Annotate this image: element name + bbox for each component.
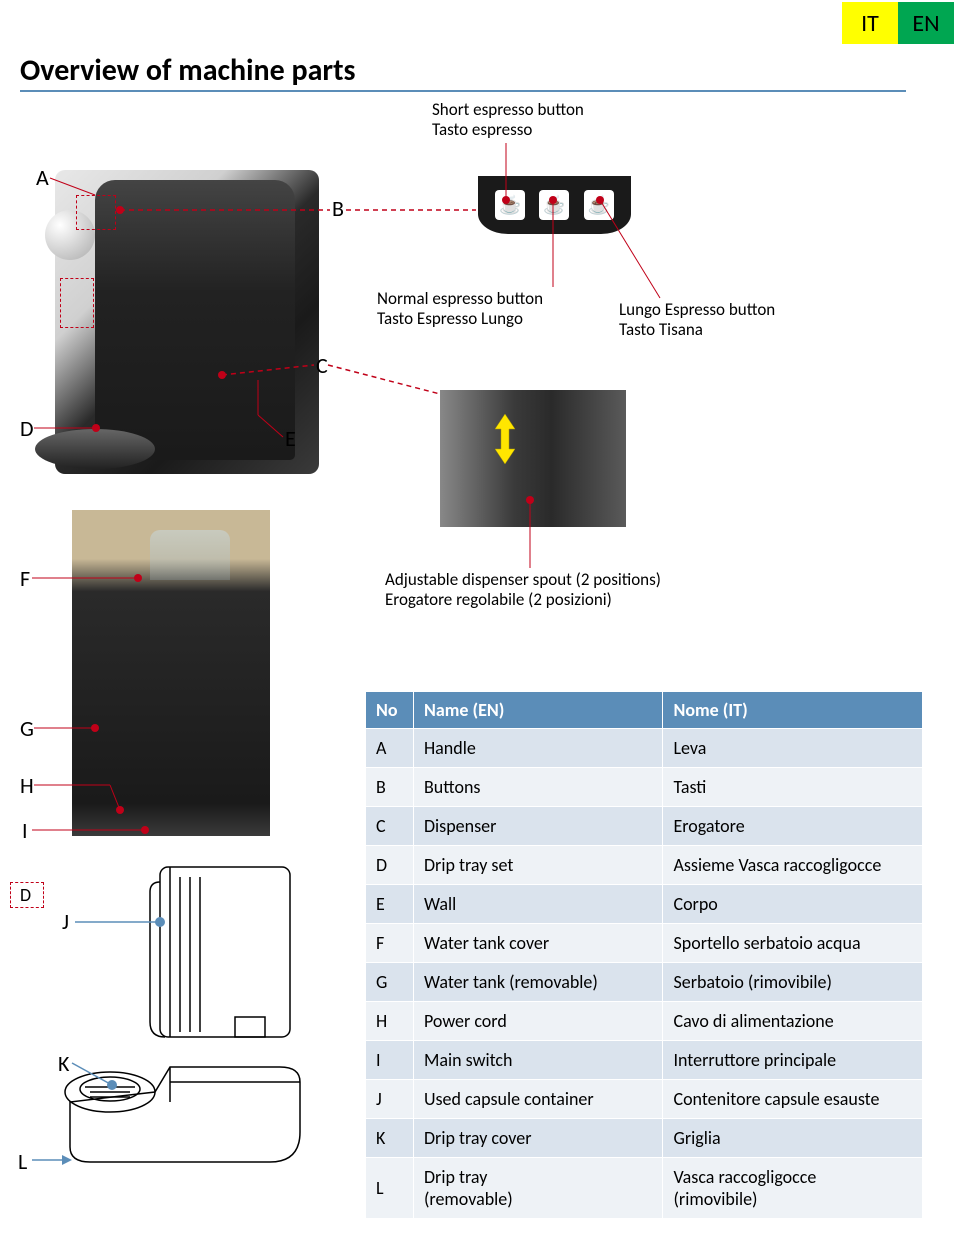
table-cell: Drip tray (removable) <box>413 1158 663 1219</box>
table-cell: Interruttore principale <box>663 1041 923 1080</box>
table-cell: G <box>366 963 414 1002</box>
label-h: H <box>20 772 34 799</box>
table-cell: B <box>366 768 414 807</box>
label-g: G <box>20 715 34 742</box>
table-cell: Griglia <box>663 1119 923 1158</box>
callout-box-a <box>76 195 116 230</box>
table-cell: Tasti <box>663 768 923 807</box>
lang-tab-it[interactable]: IT <box>842 2 898 44</box>
table-cell: H <box>366 1002 414 1041</box>
table-row: EWallCorpo <box>366 885 923 924</box>
table-header-en: Name (EN) <box>413 692 663 729</box>
annotation-normal-espresso: Normal espresso button Tasto Espresso Lu… <box>377 289 543 330</box>
table-cell: Corpo <box>663 885 923 924</box>
label-d2: D <box>20 884 31 906</box>
table-cell: Used capsule container <box>413 1080 663 1119</box>
table-cell: Water tank cover <box>413 924 663 963</box>
label-i: I <box>22 817 28 844</box>
table-row: BButtonsTasti <box>366 768 923 807</box>
espresso-short-icon: ☕ <box>495 190 525 220</box>
buttons-panel-image: ☕ ☕ ☕ <box>478 176 631 234</box>
table-cell: J <box>366 1080 414 1119</box>
table-row: DDrip tray setAssieme Vasca raccogligocc… <box>366 846 923 885</box>
table-row: HPower cordCavo di alimentazione <box>366 1002 923 1041</box>
espresso-lungo-icon: ☕ <box>584 190 614 220</box>
annotation-dispenser: Adjustable dispenser spout (2 positions)… <box>385 570 661 611</box>
table-cell: Vasca raccogligocce (rimovibile) <box>663 1158 923 1219</box>
table-cell: Drip tray set <box>413 846 663 885</box>
label-c: C <box>316 352 328 379</box>
label-a: A <box>36 164 49 191</box>
table-row: IMain switchInterruttore principale <box>366 1041 923 1080</box>
table-row: G Water tank (removable) Serbatoio (rimo… <box>366 963 923 1002</box>
table-cell: E <box>366 885 414 924</box>
lang-tab-en[interactable]: EN <box>898 2 954 44</box>
table-cell: C <box>366 807 414 846</box>
table-header-no: No <box>366 692 414 729</box>
label-k: K <box>58 1050 69 1077</box>
annotation-lungo-espresso: Lungo Espresso button Tasto Tisana <box>619 300 775 341</box>
annotation-short-espresso: Short espresso button Tasto espresso <box>432 100 584 141</box>
table-row: JUsed capsule containerContenitore capsu… <box>366 1080 923 1119</box>
table-cell: Cavo di alimentazione <box>663 1002 923 1041</box>
table-cell: Leva <box>663 729 923 768</box>
table-row: AHandleLeva <box>366 729 923 768</box>
label-f: F <box>20 565 30 592</box>
table-row: KDrip tray coverGriglia <box>366 1119 923 1158</box>
table-cell: Dispenser <box>413 807 663 846</box>
espresso-normal-icon: ☕ <box>539 190 569 220</box>
table-cell: Assieme Vasca raccogligocce <box>663 846 923 885</box>
label-d: D <box>20 415 34 442</box>
table-cell: Power cord <box>413 1002 663 1041</box>
dispenser-image <box>440 390 626 527</box>
table-cell: Serbatoio (rimovibile) <box>663 963 923 1002</box>
table-row: FWater tank coverSportello serbatoio acq… <box>366 924 923 963</box>
table-row: CDispenserErogatore <box>366 807 923 846</box>
table-cell: Main switch <box>413 1041 663 1080</box>
table-cell: Wall <box>413 885 663 924</box>
label-l: L <box>18 1148 27 1175</box>
parts-table: No Name (EN) Nome (IT) AHandleLevaBButto… <box>365 691 923 1219</box>
table-cell: Buttons <box>413 768 663 807</box>
label-j: J <box>62 908 69 935</box>
table-row: LDrip tray (removable)Vasca raccogligocc… <box>366 1158 923 1219</box>
table-header-it: Nome (IT) <box>663 692 923 729</box>
table-cell: Erogatore <box>663 807 923 846</box>
table-cell: A <box>366 729 414 768</box>
table-cell: Sportello serbatoio acqua <box>663 924 923 963</box>
label-e: E <box>285 425 296 452</box>
table-cell: F <box>366 924 414 963</box>
callout-box-side <box>60 278 94 328</box>
line-diagram-image <box>40 852 320 1172</box>
table-cell: Drip tray cover <box>413 1119 663 1158</box>
updown-arrow-icon <box>495 414 515 464</box>
table-cell: Water tank (removable) <box>413 963 663 1002</box>
machine-back-image <box>72 510 270 836</box>
title-underline <box>20 90 906 92</box>
table-cell: I <box>366 1041 414 1080</box>
table-cell: K <box>366 1119 414 1158</box>
label-b: B <box>332 195 344 222</box>
table-cell: Contenitore capsule esauste <box>663 1080 923 1119</box>
page-title: Overview of machine parts <box>20 52 355 89</box>
table-cell: Handle <box>413 729 663 768</box>
table-cell: D <box>366 846 414 885</box>
table-cell: L <box>366 1158 414 1219</box>
